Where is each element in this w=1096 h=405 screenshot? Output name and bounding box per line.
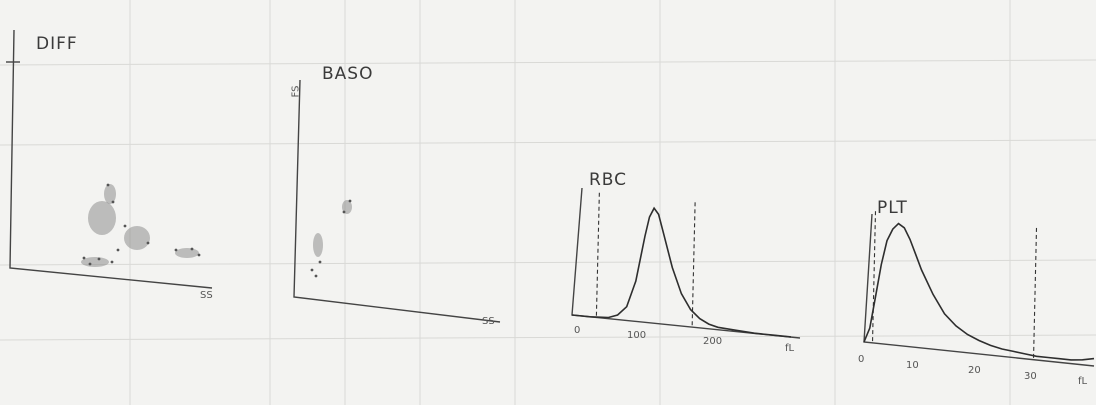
plt-tick-20: 20: [968, 365, 981, 376]
diff-x-axis-end-label: SS: [200, 290, 213, 301]
rbc-distribution-curve: [571, 206, 791, 338]
rbc-axes: [571, 187, 801, 339]
rbc-title: RBC: [589, 170, 628, 190]
discriminator-line: [871, 211, 877, 344]
rbc-tick-unit: fL: [785, 343, 795, 354]
diff-clusters: [81, 183, 201, 267]
plt-tick-10: 10: [906, 360, 919, 371]
diff-axes: [9, 29, 213, 289]
diff-title: DIFF: [36, 34, 78, 54]
plt-discriminators: [871, 211, 1038, 360]
plt-tick-30: 30: [1024, 371, 1037, 382]
discriminator-line: [691, 202, 696, 328]
baso-axes: [293, 79, 501, 323]
baso-clusters: [310, 199, 352, 278]
rbc-tick-100: 100: [627, 330, 647, 341]
plt-tick-unit: fL: [1078, 376, 1088, 387]
baso-title: BASO: [322, 64, 374, 84]
rbc-histogram: [571, 187, 801, 339]
baso-x-axis-end-label: SS: [482, 316, 495, 327]
diff-scattergram: [6, 29, 213, 289]
plt-distribution-curve: [863, 222, 1095, 361]
plt-tick-0: 0: [858, 354, 865, 365]
plt-title: PLT: [877, 198, 908, 218]
baso-y-axis-end-label: FS: [290, 85, 302, 98]
discriminator-line: [595, 192, 600, 318]
discriminator-line: [1032, 227, 1038, 360]
plt-axes: [863, 213, 1095, 367]
rbc-discriminators: [595, 192, 696, 328]
baso-scattergram: [293, 79, 501, 323]
rbc-tick-200: 200: [703, 336, 723, 347]
rbc-tick-0: 0: [574, 325, 581, 336]
plt-histogram: [863, 211, 1095, 367]
